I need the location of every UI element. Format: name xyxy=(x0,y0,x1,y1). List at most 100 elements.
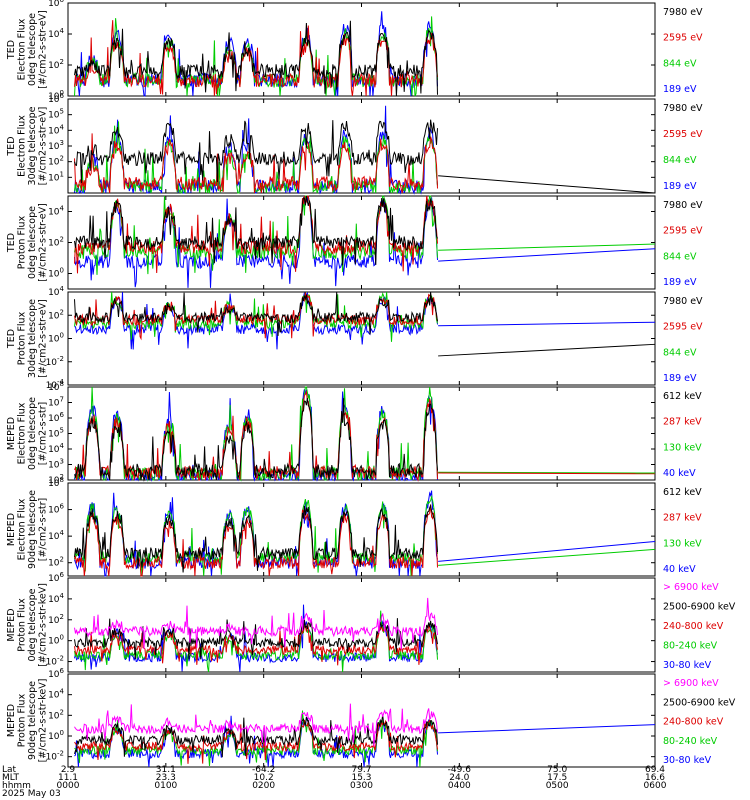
y-tick-label-base: 10 xyxy=(46,381,58,391)
y-axis-label-line: 30deg telescope xyxy=(27,106,38,185)
interpolation-line xyxy=(438,343,656,357)
y-tick-label: 108 xyxy=(48,476,64,489)
legend-label: 189 eV xyxy=(663,181,697,192)
y-axis-label-line: TED xyxy=(6,329,17,349)
y-tick-label-base: 10 xyxy=(46,658,58,668)
time-axis-mlt-value: 16.6 xyxy=(645,773,665,783)
time-axis-row-label: 2025 May 03 xyxy=(2,789,61,799)
y-tick-label-base: 10 xyxy=(48,595,60,605)
legend-label: 844 eV xyxy=(663,251,697,262)
time-axis-mlt-value: 23.3 xyxy=(156,773,176,783)
time-axis-lat-value: 75.0 xyxy=(547,765,567,775)
legend-label: 7980 eV xyxy=(663,200,703,211)
y-tick-label-exponent: 2 xyxy=(60,308,64,316)
y-tick-label-base: 10 xyxy=(48,476,60,486)
time-axis-hhmm-value: 0100 xyxy=(154,781,177,791)
y-tick-label-exponent: 0 xyxy=(60,267,64,275)
legend-label: 844 eV xyxy=(663,155,697,166)
legend-label: 189 eV xyxy=(663,84,697,95)
time-axis-hhmm-value: 0300 xyxy=(350,781,373,791)
y-axis-label-line: 0deg telescope xyxy=(27,588,38,661)
y-tick-label: 104 xyxy=(48,442,64,455)
y-tick-label-base: 10 xyxy=(48,430,60,440)
legend-label: 287 keV xyxy=(663,417,702,428)
y-tick-label: 10-4 xyxy=(46,378,65,391)
y-tick-label: 102 xyxy=(48,708,64,721)
y-tick-label-exponent: 6 xyxy=(60,503,65,511)
legend-label: 40 keV xyxy=(663,564,696,575)
time-axis-hhmm-value: 0000 xyxy=(57,781,80,791)
y-tick-label-base: 10 xyxy=(48,616,60,626)
y-tick-label: 104 xyxy=(48,688,64,701)
y-tick-label: 108 xyxy=(48,380,64,393)
time-axis-hhmm-value: 0500 xyxy=(546,781,569,791)
y-tick-label-exponent: 2 xyxy=(60,613,64,621)
y-axis-label-line: Electron Flux xyxy=(17,402,28,464)
legend-label: 844 eV xyxy=(663,347,697,358)
y-tick-label-base: 10 xyxy=(48,61,60,71)
y-axis-label-line: [#/cm2-s-str] xyxy=(38,498,49,561)
y-tick-label-base: 10 xyxy=(48,691,60,701)
time-axis-lat-value: 79.7 xyxy=(351,765,371,775)
y-tick-label-base: 10 xyxy=(48,111,60,121)
y-tick-label-base: 10 xyxy=(48,711,60,721)
y-axis-label-line: Electron Flux xyxy=(17,115,28,177)
y-tick-label-exponent: 1 xyxy=(60,170,64,178)
y-axis-label-line: 0deg telescope xyxy=(27,206,38,279)
y-tick-label: 102 xyxy=(48,155,64,168)
y-tick-label-exponent: 6 xyxy=(60,92,65,100)
y-tick-label: 106 xyxy=(48,411,64,424)
series-trace-magenta xyxy=(74,597,438,650)
y-tick-label-base: 10 xyxy=(48,95,60,105)
y-tick-label: 102 xyxy=(48,473,64,486)
y-tick-label-exponent: 2 xyxy=(60,708,64,716)
y-axis-label-line: 90deg telescope xyxy=(27,490,38,569)
y-tick-label-exponent: 2 xyxy=(60,58,64,66)
y-tick-label: 107 xyxy=(48,396,64,409)
series-trace-black xyxy=(74,504,438,573)
time-axis-lat-value: 2.9 xyxy=(61,765,76,775)
y-tick-label-exponent: 8 xyxy=(60,380,64,388)
y-tick-label: 100 xyxy=(48,267,64,280)
time-axis-mlt-value: 24.0 xyxy=(449,773,469,783)
y-tick-label-base: 10 xyxy=(48,142,60,152)
y-tick-label-base: 10 xyxy=(48,414,60,424)
y-tick-label: 106 xyxy=(48,92,64,105)
y-tick-label-base: 10 xyxy=(48,311,60,321)
legend-label: 7980 eV xyxy=(663,7,703,18)
y-tick-label-exponent: 4 xyxy=(60,529,65,537)
time-axis-mlt-value: 10.2 xyxy=(254,773,274,783)
series-trace-black xyxy=(74,20,438,96)
interpolation-line xyxy=(438,540,656,562)
legend-label: 612 keV xyxy=(663,391,702,402)
y-tick-label-base: 10 xyxy=(48,574,60,584)
y-tick-label-base: 10 xyxy=(48,158,60,168)
series-trace-red xyxy=(74,195,438,274)
legend-label: 30-80 keV xyxy=(663,660,712,671)
y-tick-label-exponent: -4 xyxy=(57,378,65,386)
legend-label: 2595 eV xyxy=(663,33,703,44)
legend-label: > 6900 keV xyxy=(663,678,719,689)
y-tick-label: 100 xyxy=(48,89,64,102)
y-tick-label: 105 xyxy=(48,108,64,121)
y-tick-label: 100 xyxy=(48,729,64,742)
y-tick-label: 10-2 xyxy=(46,355,64,368)
y-tick-label: 105 xyxy=(48,427,64,440)
interpolation-line xyxy=(438,243,656,251)
time-axis-hhmm-value: 0200 xyxy=(252,781,275,791)
y-axis-label-line: TED xyxy=(6,40,17,60)
y-tick-label: 104 xyxy=(48,529,64,542)
y-tick-label-base: 10 xyxy=(48,479,60,489)
time-axis-mlt-value: 17.5 xyxy=(547,773,567,783)
y-tick-label-base: 10 xyxy=(48,126,60,136)
legend-label: 2595 eV xyxy=(663,322,703,333)
y-tick-label: 10-2 xyxy=(46,750,64,763)
y-tick-label-base: 10 xyxy=(48,506,60,516)
y-tick-label-exponent: 0 xyxy=(60,89,64,97)
legend-label: 612 keV xyxy=(663,487,702,498)
y-axis-label-line: MEPED xyxy=(6,417,17,450)
legend-label: 30-80 keV xyxy=(663,755,712,766)
y-axis-label-line: Electron Flux xyxy=(17,18,28,80)
